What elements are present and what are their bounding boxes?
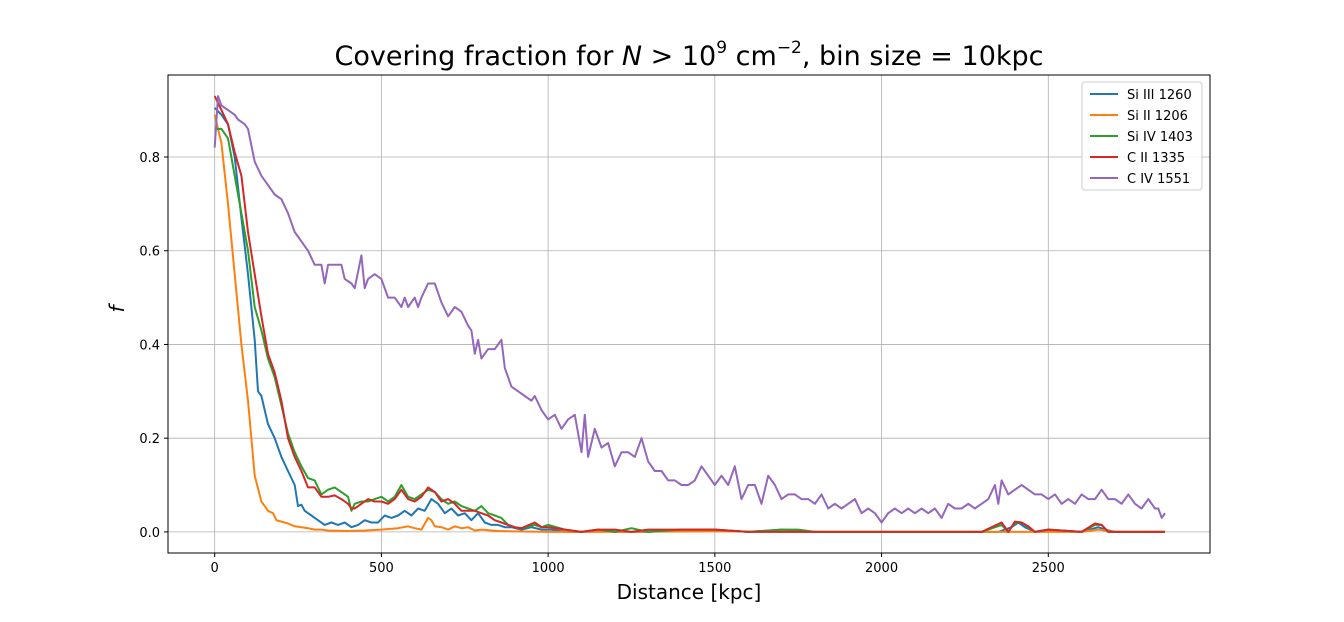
legend-box bbox=[1081, 81, 1203, 191]
chart-title: Covering fraction for N > 109 cm−2, bin … bbox=[334, 38, 1043, 72]
y-tick-label: 0.8 bbox=[139, 151, 160, 166]
y-tick-label: 0.6 bbox=[139, 245, 160, 260]
y-axis-label: f bbox=[105, 303, 129, 313]
legend-entry-4: C II 1335 bbox=[1127, 151, 1185, 166]
x-tick-label: 2000 bbox=[865, 561, 898, 576]
legend-entry-1: Si III 1260 bbox=[1127, 88, 1192, 103]
legend: Si III 1260 Si II 1206 Si IV 1403 C II 1335… bbox=[1081, 81, 1203, 191]
axes-frame bbox=[167, 74, 1211, 554]
series-line-4 bbox=[213, 95, 1165, 533]
x-tick-label: 0 bbox=[211, 561, 219, 576]
y-tick-label: 0.2 bbox=[139, 432, 160, 447]
legend-entry-3: Si IV 1403 bbox=[1127, 130, 1193, 145]
series-line-5 bbox=[213, 95, 1166, 524]
legend-entry-2: Si II 1206 bbox=[1127, 109, 1188, 124]
y-tick-label: 0.4 bbox=[139, 338, 160, 353]
series-lines bbox=[213, 95, 1166, 533]
x-axis-label: Distance [kpc] bbox=[617, 580, 762, 604]
axis-ticks: 0 500 1000 1500 2000 2500 0.0 0.2 0.4 0.6 0.8 bbox=[139, 151, 1065, 576]
x-tick-label: 500 bbox=[369, 561, 394, 576]
legend-entry-5: C IV 1551 bbox=[1127, 172, 1190, 187]
x-tick-label: 1500 bbox=[698, 561, 731, 576]
x-tick-label: 1000 bbox=[532, 561, 565, 576]
y-tick-label: 0.0 bbox=[139, 526, 160, 541]
x-tick-label: 2500 bbox=[1032, 561, 1065, 576]
